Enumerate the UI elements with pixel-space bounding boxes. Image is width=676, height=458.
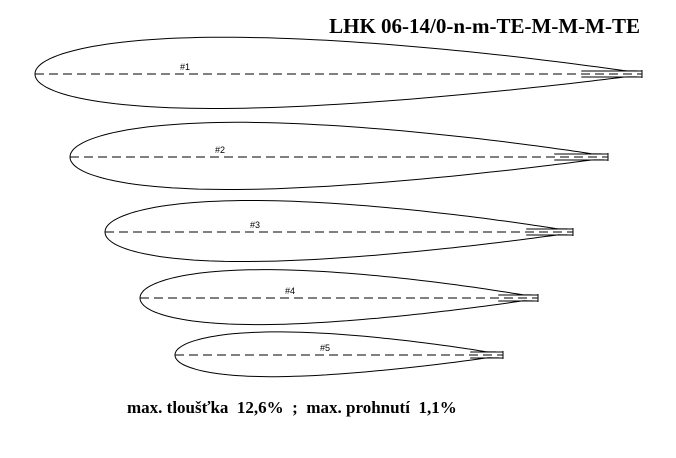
profile-label: #2	[215, 145, 225, 155]
profile-label: #1	[180, 62, 190, 72]
profile-label: #3	[250, 220, 260, 230]
profile-label: #4	[285, 286, 295, 296]
title: LHK 06-14/0-n-m-TE-M-M-M-TE	[329, 14, 640, 38]
footer: max. tloušťka 12,6% ; max. prohnutí 1,1%	[127, 398, 457, 417]
profile-label: #5	[320, 343, 330, 353]
